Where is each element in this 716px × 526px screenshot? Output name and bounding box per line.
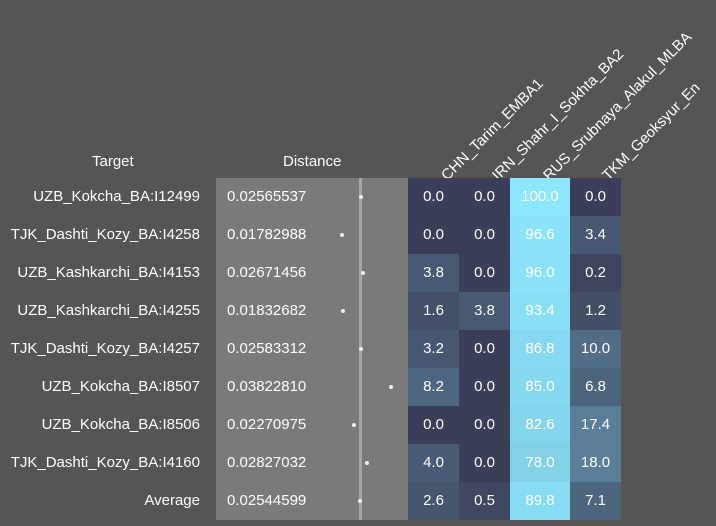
cell-2-3: 0.2	[570, 254, 621, 292]
cell-2-0: 3.8	[408, 254, 459, 292]
cell-0-3: 0.0	[570, 178, 621, 216]
cell-6-1: 0.0	[459, 406, 510, 444]
cell-4-3: 10.0	[570, 330, 621, 368]
cell-3-0: 1.6	[408, 292, 459, 330]
row-target-1: TJK_Dashti_Kozy_BA:I4258	[10, 226, 200, 243]
distance-dot-2	[361, 271, 366, 275]
row-distance-3: 0.01832682	[227, 302, 307, 319]
distance-dot-5	[389, 385, 394, 389]
row-target-0: UZB_Kokcha_BA:I12499	[33, 188, 200, 205]
column-header-tkm-geoksyur: TKM_Geoksyur_En	[599, 79, 704, 185]
distance-dot-0	[358, 195, 363, 199]
distance-dot-4	[359, 347, 364, 351]
cell-2-1: 0.0	[459, 254, 510, 292]
cell-6-2: 82.6	[510, 406, 570, 444]
row-distance-1: 0.01782988	[227, 226, 307, 243]
cell-1-2: 96.6	[510, 216, 570, 254]
cell-5-1: 0.0	[459, 368, 510, 406]
target-header: Target	[92, 153, 134, 170]
row-target-2: UZB_Kashkarchi_BA:I4153	[17, 264, 200, 281]
distance-dot-3	[340, 309, 345, 313]
cell-3-1: 3.8	[459, 292, 510, 330]
cell-5-3: 6.8	[570, 368, 621, 406]
row-distance-average: 0.02544599	[227, 492, 307, 509]
cell-7-2: 78.0	[510, 444, 570, 482]
row-target-7: TJK_Dashti_Kozy_BA:I4160	[10, 454, 200, 471]
cell-average-0: 2.6	[408, 482, 459, 520]
cell-6-3: 17.4	[570, 406, 621, 444]
row-distance-0: 0.02565537	[227, 188, 307, 205]
cell-6-0: 0.0	[408, 406, 459, 444]
cell-4-2: 86.8	[510, 330, 570, 368]
distance-header: Distance	[283, 153, 342, 170]
row-target-4: TJK_Dashti_Kozy_BA:I4257	[10, 340, 200, 357]
row-distance-5: 0.03822810	[227, 378, 307, 395]
cell-4-0: 3.2	[408, 330, 459, 368]
cell-1-1: 0.0	[459, 216, 510, 254]
cell-average-2: 89.8	[510, 482, 570, 520]
cell-7-3: 18.0	[570, 444, 621, 482]
cell-2-2: 96.0	[510, 254, 570, 292]
cell-average-1: 0.5	[459, 482, 510, 520]
row-distance-7: 0.02827032	[227, 454, 307, 471]
row-target-3: UZB_Kashkarchi_BA:I4255	[17, 302, 200, 319]
cell-3-3: 1.2	[570, 292, 621, 330]
row-distance-2: 0.02671456	[227, 264, 307, 281]
cell-0-0: 0.0	[408, 178, 459, 216]
cell-1-0: 0.0	[408, 216, 459, 254]
cell-0-2: 100.0	[510, 178, 570, 216]
row-distance-6: 0.02270975	[227, 416, 307, 433]
cell-7-0: 4.0	[408, 444, 459, 482]
distance-dot-6	[351, 423, 356, 427]
cell-3-2: 93.4	[510, 292, 570, 330]
row-target-5: UZB_Kokcha_BA:I8507	[41, 378, 200, 395]
distance-panel	[216, 178, 408, 520]
distance-dot-7	[365, 461, 370, 465]
cell-5-0: 8.2	[408, 368, 459, 406]
cell-1-3: 3.4	[570, 216, 621, 254]
cell-average-3: 7.1	[570, 482, 621, 520]
row-target-6: UZB_Kokcha_BA:I8506	[41, 416, 200, 433]
cell-4-1: 0.0	[459, 330, 510, 368]
distance-dot-average	[358, 499, 363, 503]
cell-7-1: 0.0	[459, 444, 510, 482]
distance-dot-1	[339, 233, 344, 237]
cell-0-1: 0.0	[459, 178, 510, 216]
row-distance-4: 0.02583312	[227, 340, 307, 357]
row-target-average: Average	[144, 492, 200, 509]
cell-5-2: 85.0	[510, 368, 570, 406]
